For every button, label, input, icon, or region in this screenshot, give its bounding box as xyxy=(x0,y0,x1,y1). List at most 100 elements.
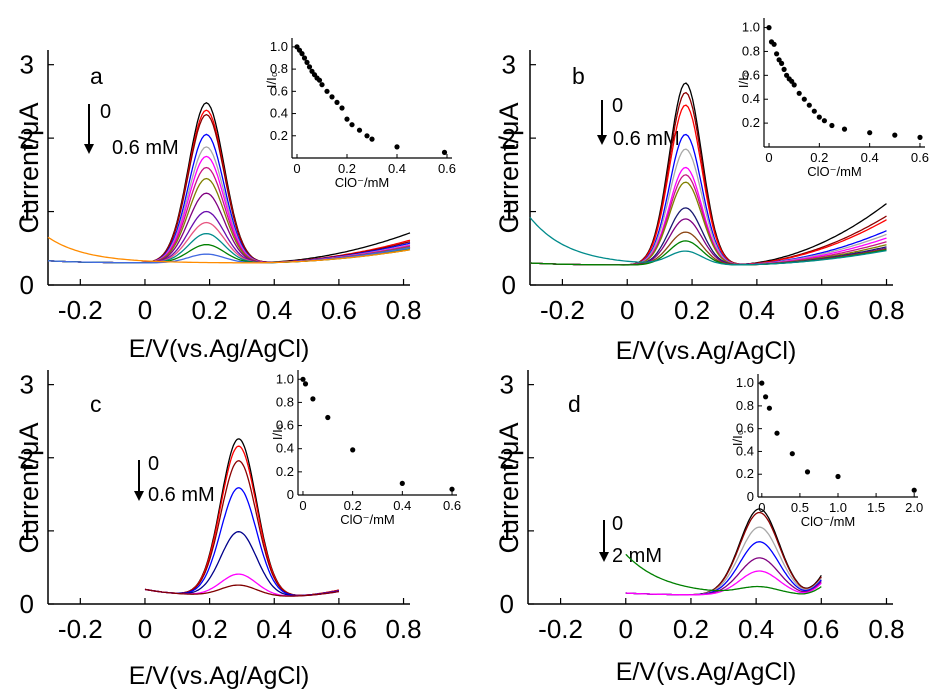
y-tick-label: 3 xyxy=(20,370,34,400)
inset-y-tick-label: 0.6 xyxy=(742,67,760,82)
inset-point-5 xyxy=(399,480,405,486)
inset-point-4 xyxy=(350,447,356,453)
inset-point-5 xyxy=(804,469,811,475)
inset-point-10 xyxy=(319,82,325,88)
inset-point-17 xyxy=(829,122,835,129)
x-tick-label: 0.2 xyxy=(673,614,709,644)
inset-x-tick-label: 0.4 xyxy=(861,150,879,165)
concentration-arrow-head xyxy=(84,144,94,154)
inset-y-tick-label: 0.6 xyxy=(276,418,294,433)
x-tick-label: 0.2 xyxy=(192,614,228,644)
inset-y-tick-label: 1.0 xyxy=(742,20,760,35)
inset-y-tick-label: 0.2 xyxy=(736,466,754,481)
concentration-end-label: 0.6 mM xyxy=(112,137,179,159)
inset-y-tick-label: 1.0 xyxy=(276,371,294,386)
curve-4 xyxy=(144,531,340,597)
x-tick-label: 0.4 xyxy=(256,614,292,644)
inset-x-axis-label: ClO⁻/mM xyxy=(807,164,862,179)
inset-point-17 xyxy=(356,127,363,133)
curve-12 xyxy=(529,216,887,266)
inset-y-tick-label: 0.4 xyxy=(742,91,760,106)
curve-6 xyxy=(625,553,822,595)
inset-x-tick-label: 0.2 xyxy=(344,498,362,513)
inset-x-tick-label: 0.4 xyxy=(388,161,406,176)
y-axis-label: Current/μA xyxy=(14,102,44,233)
inset-point-2 xyxy=(766,405,773,411)
y-axis-label: Current/μA xyxy=(494,102,524,233)
y-tick-label: 2 xyxy=(20,443,34,473)
inset-point-21 xyxy=(917,134,923,140)
inset-point-16 xyxy=(821,118,828,124)
x-tick-label: 0.6 xyxy=(804,295,840,325)
inset-point-20 xyxy=(394,144,400,150)
inset-y-tick-label: 0.6 xyxy=(736,421,754,436)
inset-point-6 xyxy=(449,486,455,492)
concentration-start-label: 0 xyxy=(148,453,159,475)
inset-x-axis-label: ClO⁻/mM xyxy=(335,175,390,190)
inset-point-13 xyxy=(334,99,340,105)
inset-c: 0 0.2 0.4 0.6 0.8 1.0 0 0.2 0.4 0.6 ClO⁻/mM I/I₀ xyxy=(270,370,461,527)
y-axis-label: Current/μA xyxy=(14,422,44,553)
y-tick-label: 1 xyxy=(20,197,34,227)
x-tick-label: 0.6 xyxy=(803,614,839,644)
x-tick-label: 0.8 xyxy=(385,614,421,644)
inset-y-axis-label: I/I₀ xyxy=(736,72,751,88)
curve-2 xyxy=(144,460,340,597)
inset-point-0 xyxy=(766,25,772,31)
x-tick-label: 0.2 xyxy=(192,295,228,325)
y-tick-label: 1 xyxy=(502,197,516,227)
inset-x-tick-label: 0.2 xyxy=(810,150,828,165)
inset-point-0 xyxy=(300,376,306,382)
curve-2 xyxy=(529,104,887,266)
x-tick-label: 0.2 xyxy=(674,295,710,325)
inset-point-14 xyxy=(811,108,817,114)
x-axis-label: E/V(vs.Ag/AgCl) xyxy=(616,337,797,365)
curve-13 xyxy=(47,246,411,264)
inset-x-tick-label: 0 xyxy=(765,150,772,165)
inset-y-tick-label: 0.8 xyxy=(742,43,760,58)
inset-y-axis-label: I/I₀ xyxy=(270,424,285,440)
inset-point-10 xyxy=(791,82,797,88)
inset-point-5 xyxy=(779,60,785,66)
inset-x-tick-label: 0.6 xyxy=(911,150,929,165)
inset-point-11 xyxy=(796,90,802,96)
inset-point-3 xyxy=(301,55,308,61)
inset-point-7 xyxy=(911,487,917,493)
inset-y-tick-label: 1.0 xyxy=(270,39,288,54)
y-tick-label: 2 xyxy=(502,123,516,153)
inset-x-tick-label: 1.5 xyxy=(867,500,885,515)
panel-c: 0 1 2 3 -0.2 0 0.2 0.4 0.6 0.8 E/V(vs.Ag/AgCl) Curr… xyxy=(14,370,461,690)
inset-y-tick-label: 0.6 xyxy=(270,83,288,98)
inset-point-9 xyxy=(316,77,323,83)
x-tick-label: 0 xyxy=(138,295,152,325)
x-tick-label: 0.4 xyxy=(738,614,774,644)
x-axis-label: E/V(vs.Ag/AgCl) xyxy=(616,658,797,686)
y-axis-label: Current/μA xyxy=(494,422,524,553)
inset-point-0 xyxy=(759,380,765,386)
inset-y-tick-label: 0.8 xyxy=(736,398,754,413)
concentration-arrow-head xyxy=(134,491,144,501)
inset-point-19 xyxy=(867,130,873,136)
inset-x-tick-label: 0 xyxy=(299,498,306,513)
inset-y-tick-label: 0.4 xyxy=(276,441,294,456)
inset-x-tick-label: 1.0 xyxy=(829,500,847,515)
inset-x-tick-label: 0.6 xyxy=(443,498,461,513)
inset-point-14 xyxy=(339,105,345,111)
panel-b: 0 1 2 3 -0.2 0 0.2 0.4 0.6 0.8 E/V(vs.Ag/AgCl) Curr… xyxy=(494,18,929,365)
x-tick-label: 0.4 xyxy=(256,295,292,325)
inset-point-11 xyxy=(324,88,330,94)
x-axis-label: E/V(vs.Ag/AgCl) xyxy=(129,335,310,363)
inset-y-tick-label: 0.8 xyxy=(276,394,294,409)
y-tick-label: 0 xyxy=(20,270,34,300)
inset-x-tick-label: 0.4 xyxy=(393,498,411,513)
curve-6 xyxy=(144,584,340,597)
concentration-arrow-head xyxy=(597,135,607,145)
inset-point-19 xyxy=(369,136,375,142)
inset-point-13 xyxy=(806,102,812,108)
inset-point-5 xyxy=(306,64,313,70)
x-tick-label: -0.2 xyxy=(540,295,585,325)
inset-point-3 xyxy=(774,51,780,57)
inset-point-12 xyxy=(329,94,335,100)
concentration-arrow-head xyxy=(599,552,609,562)
